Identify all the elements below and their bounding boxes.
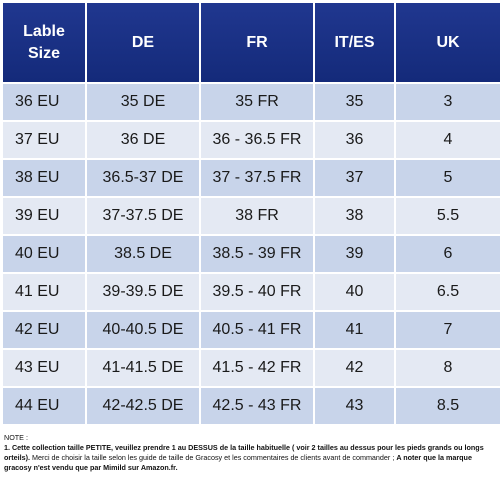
table-row: 39 EU 37-37.5 DE 38 FR 38 5.5 (3, 198, 500, 234)
note-line1: 1. Cette collection taille PETITE, veuil… (4, 443, 484, 462)
note-line3: A noter que la marque gracosy n'est vend… (4, 453, 472, 472)
header-uk: UK (396, 3, 500, 82)
cell-eu: 44 EU (3, 388, 85, 424)
header-label-line2: Size (27, 44, 60, 62)
cell-it-es: 39 (315, 236, 394, 272)
cell-it-es: 38 (315, 198, 394, 234)
cell-uk: 8.5 (396, 388, 500, 424)
cell-uk: 6 (396, 236, 500, 272)
cell-fr: 38 FR (201, 198, 313, 234)
cell-it-es: 42 (315, 350, 394, 386)
cell-fr: 35 FR (201, 84, 313, 120)
footnote: NOTE : 1. Cette collection taille PETITE… (4, 433, 496, 473)
cell-fr: 40.5 - 41 FR (201, 312, 313, 348)
cell-fr: 41.5 - 42 FR (201, 350, 313, 386)
cell-uk: 7 (396, 312, 500, 348)
note-title: NOTE : (4, 433, 28, 442)
cell-it-es: 40 (315, 274, 394, 310)
cell-uk: 3 (396, 84, 500, 120)
cell-fr: 39.5 - 40 FR (201, 274, 313, 310)
cell-eu: 40 EU (3, 236, 85, 272)
cell-fr: 38.5 - 39 FR (201, 236, 313, 272)
header-label-line1: Lable (23, 22, 65, 40)
header-fr: FR (201, 3, 313, 82)
table-row: 44 EU 42-42.5 DE 42.5 - 43 FR 43 8.5 (3, 388, 500, 424)
cell-uk: 8 (396, 350, 500, 386)
table-row: 43 EU 41-41.5 DE 41.5 - 42 FR 42 8 (3, 350, 500, 386)
cell-de: 36 DE (87, 122, 199, 158)
cell-eu: 37 EU (3, 122, 85, 158)
cell-eu: 42 EU (3, 312, 85, 348)
cell-de: 40-40.5 DE (87, 312, 199, 348)
table-row: 36 EU 35 DE 35 FR 35 3 (3, 84, 500, 120)
table-row: 40 EU 38.5 DE 38.5 - 39 FR 39 6 (3, 236, 500, 272)
cell-uk: 4 (396, 122, 500, 158)
cell-de: 39-39.5 DE (87, 274, 199, 310)
table-row: 42 EU 40-40.5 DE 40.5 - 41 FR 41 7 (3, 312, 500, 348)
header-row: Lable Size DE FR IT/ES UK (3, 3, 500, 82)
cell-de: 37-37.5 DE (87, 198, 199, 234)
cell-uk: 6.5 (396, 274, 500, 310)
cell-it-es: 35 (315, 84, 394, 120)
cell-eu: 41 EU (3, 274, 85, 310)
cell-eu: 43 EU (3, 350, 85, 386)
table-row: 38 EU 36.5-37 DE 37 - 37.5 FR 37 5 (3, 160, 500, 196)
cell-uk: 5 (396, 160, 500, 196)
header-label-size: Lable Size (3, 3, 85, 82)
table-row: 37 EU 36 DE 36 - 36.5 FR 36 4 (3, 122, 500, 158)
cell-uk: 5.5 (396, 198, 500, 234)
cell-eu: 38 EU (3, 160, 85, 196)
cell-eu: 36 EU (3, 84, 85, 120)
cell-de: 42-42.5 DE (87, 388, 199, 424)
cell-it-es: 36 (315, 122, 394, 158)
cell-fr: 36 - 36.5 FR (201, 122, 313, 158)
header-it-es: IT/ES (315, 3, 394, 82)
cell-de: 41-41.5 DE (87, 350, 199, 386)
table-row: 41 EU 39-39.5 DE 39.5 - 40 FR 40 6.5 (3, 274, 500, 310)
cell-it-es: 37 (315, 160, 394, 196)
cell-fr: 42.5 - 43 FR (201, 388, 313, 424)
note-line2: Merci de choisir la taille selon les gui… (31, 453, 395, 462)
cell-fr: 37 - 37.5 FR (201, 160, 313, 196)
cell-de: 38.5 DE (87, 236, 199, 272)
note-text: 1. Cette collection taille PETITE, veuil… (4, 443, 496, 473)
cell-it-es: 41 (315, 312, 394, 348)
cell-de: 35 DE (87, 84, 199, 120)
cell-eu: 39 EU (3, 198, 85, 234)
cell-it-es: 43 (315, 388, 394, 424)
size-table: Lable Size DE FR IT/ES UK 36 EU 35 DE 35 F… (1, 1, 500, 426)
header-de: DE (87, 3, 199, 82)
cell-de: 36.5-37 DE (87, 160, 199, 196)
